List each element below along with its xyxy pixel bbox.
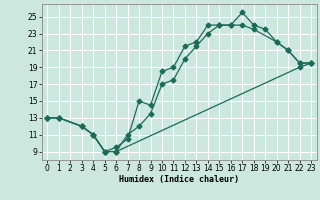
X-axis label: Humidex (Indice chaleur): Humidex (Indice chaleur)	[119, 175, 239, 184]
